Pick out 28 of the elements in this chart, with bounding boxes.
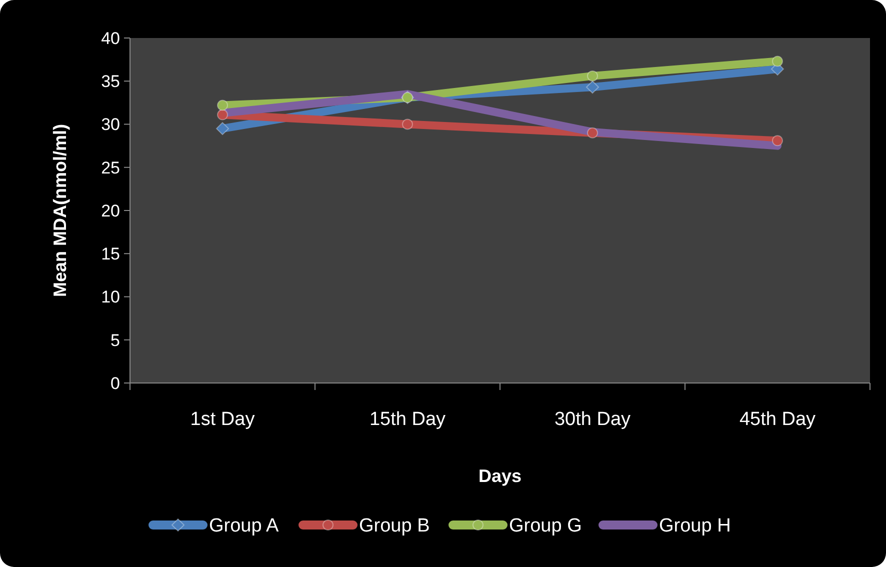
y-tick-label: 5 xyxy=(110,330,120,350)
point xyxy=(587,127,598,138)
y-tick-label: 0 xyxy=(110,374,120,393)
legend-label: Group H xyxy=(659,516,731,537)
y-tick-label: 20 xyxy=(101,201,120,220)
x-tick-label: 30th Day xyxy=(554,409,632,430)
point xyxy=(402,118,413,130)
y-tick-label: 15 xyxy=(101,244,120,264)
y-axis-title: Mean MDA(nmol/ml) xyxy=(50,124,70,297)
y-tick-label: 10 xyxy=(101,288,120,307)
x-tick-label: 1st Day xyxy=(190,409,256,430)
legend-label: Group B xyxy=(359,516,430,537)
point xyxy=(216,122,229,136)
x-tick-label: 15th Day xyxy=(369,409,446,430)
y-tick-label: 35 xyxy=(101,72,120,92)
point xyxy=(217,100,228,111)
point xyxy=(772,56,783,67)
point xyxy=(772,135,783,146)
point xyxy=(217,109,228,120)
y-tick-label: 40 xyxy=(101,28,120,48)
point xyxy=(586,80,599,94)
x-tick-label: 45th Day xyxy=(739,409,816,430)
legend-label: Group G xyxy=(509,516,582,537)
legend-label: Group A xyxy=(209,516,280,537)
x-axis-title: Days xyxy=(478,466,522,486)
y-tick-label: 25 xyxy=(101,158,120,178)
y-tick-label: 30 xyxy=(101,115,120,134)
point xyxy=(587,70,598,82)
